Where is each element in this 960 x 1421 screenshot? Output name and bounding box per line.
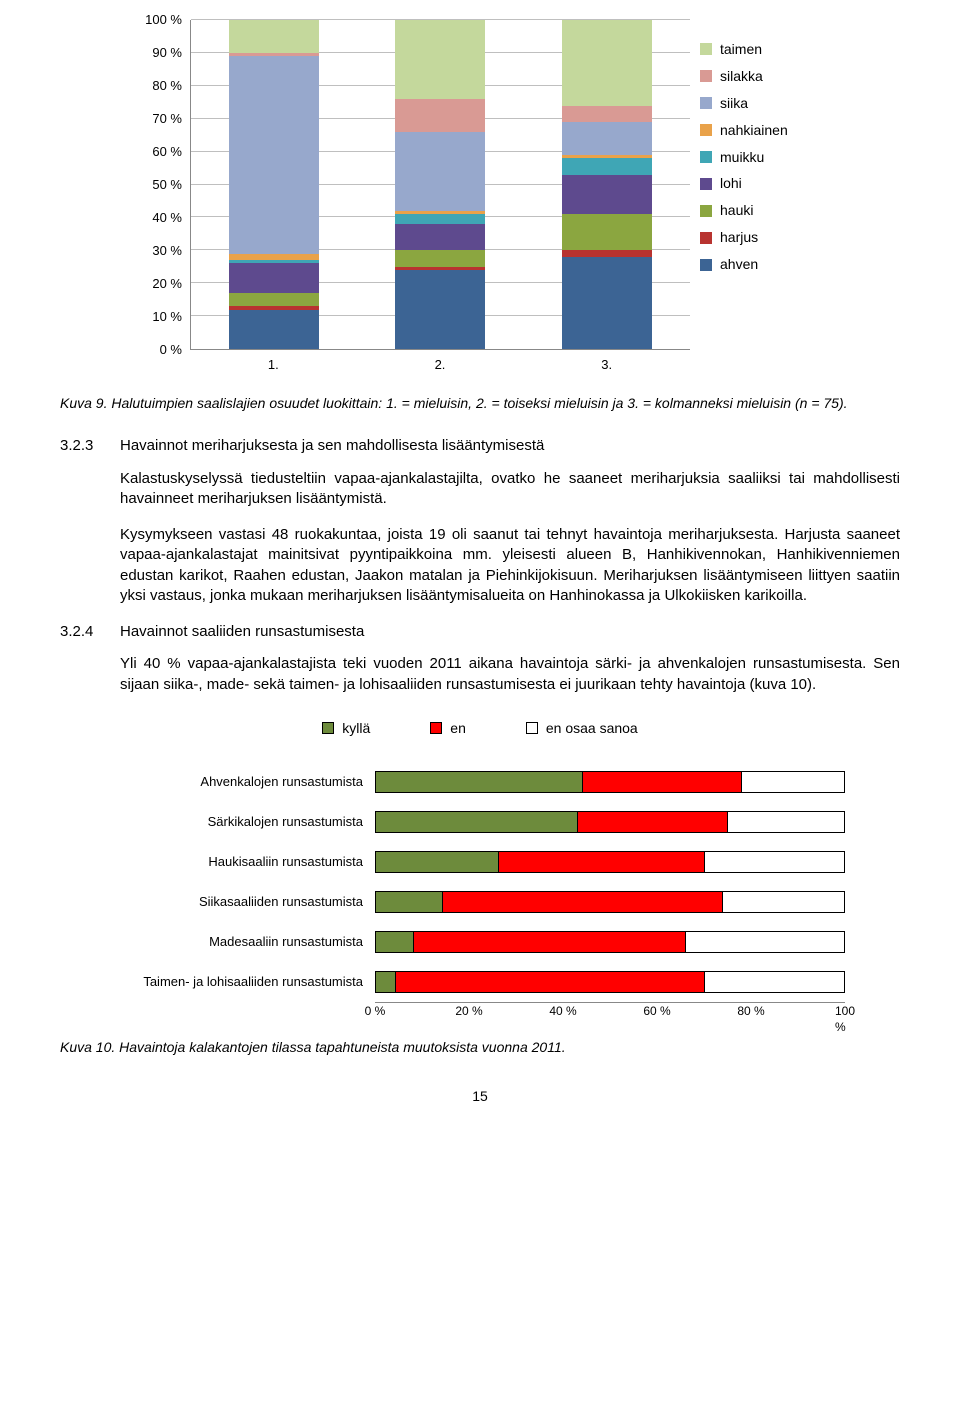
hbar-track — [375, 931, 845, 953]
hbar-seg-en — [395, 972, 704, 992]
bar-segment-muikku — [562, 158, 652, 174]
hbar-track — [375, 811, 845, 833]
hbar-seg-en — [582, 772, 741, 792]
section-3-2-3-para-1: Kalastuskyselyssä tiedusteltiin vapaa-aj… — [120, 469, 900, 510]
bar-segment-hauki — [395, 250, 485, 266]
legend-item-hauki: hauki — [700, 201, 830, 220]
hbar-row: Haukisaaliin runsastumista — [115, 842, 845, 882]
hbar-row: Taimen- ja lohisaaliiden runsastumista — [115, 962, 845, 1002]
figure-10-caption: Kuva 10. Havaintoja kalakantojen tilassa… — [60, 1038, 900, 1057]
bar-segment-taimen — [229, 20, 319, 53]
legend-item-siika: siika — [700, 94, 830, 113]
bar-segment-ahven — [562, 257, 652, 349]
hbar-seg-eos — [722, 892, 844, 912]
hbar-seg-kylla — [376, 972, 395, 992]
horizontal-bar-chart: kyllä en en osaa sanoa Ahvenkalojen runsas… — [115, 719, 845, 1026]
page-number: 15 — [60, 1087, 900, 1106]
hbar-row-label: Madesaaliin runsastumista — [115, 933, 375, 951]
hbar-legend-kylla: kyllä — [322, 719, 370, 738]
bar — [562, 20, 652, 349]
hbar-seg-eos — [704, 972, 844, 992]
hbar-row-label: Siikasaaliiden runsastumista — [115, 893, 375, 911]
hbar-x-axis: 0 %20 %40 %60 %80 %100 % — [375, 1002, 845, 1026]
hbar-seg-en — [413, 932, 684, 952]
chart-legend: taimen silakka siika nahkiainen muikku lohi ha… — [700, 40, 830, 282]
legend-item-harjus: harjus — [700, 228, 830, 247]
section-number: 3.2.4 — [60, 622, 120, 642]
hbar-row-label: Särkikalojen runsastumista — [115, 813, 375, 831]
section-title: Havainnot saaliiden runsastumisesta — [120, 622, 364, 642]
bar-segment-hauki — [562, 214, 652, 250]
bar-segment-nahkiainen — [229, 254, 319, 261]
bar-segment-harjus — [562, 250, 652, 257]
legend-item-taimen: taimen — [700, 40, 830, 59]
x-axis-labels: 1.2.3. — [190, 350, 690, 374]
legend-item-silakka: silakka — [700, 67, 830, 86]
hbar-track — [375, 891, 845, 913]
legend-item-lohi: lohi — [700, 174, 830, 193]
hbar-seg-kylla — [376, 852, 498, 872]
hbar-row-label: Haukisaaliin runsastumista — [115, 853, 375, 871]
hbar-track — [375, 851, 845, 873]
section-title: Havainnot meriharjuksesta ja sen mahdoll… — [120, 436, 544, 456]
bar-segment-lohi — [229, 263, 319, 293]
bar-segment-ahven — [395, 270, 485, 349]
hbar-track — [375, 771, 845, 793]
hbar-row-label: Ahvenkalojen runsastumista — [115, 773, 375, 791]
bar-segment-lohi — [562, 175, 652, 214]
bar-segment-taimen — [562, 20, 652, 106]
hbar-seg-en — [442, 892, 723, 912]
hbar-seg-kylla — [376, 892, 442, 912]
hbar-seg-kylla — [376, 772, 582, 792]
hbar-row-label: Taimen- ja lohisaaliiden runsastumista — [115, 973, 375, 991]
bar — [229, 20, 319, 349]
bar-segment-taimen — [395, 20, 485, 99]
figure-9-caption: Kuva 9. Halutuimpien saalislajien osuude… — [60, 394, 900, 413]
bar-segment-lohi — [395, 224, 485, 250]
section-number: 3.2.3 — [60, 436, 120, 456]
hbar-track — [375, 971, 845, 993]
hbar-seg-en — [498, 852, 704, 872]
hbar-seg-en — [577, 812, 727, 832]
bar-segment-ahven — [229, 310, 319, 349]
section-3-2-3-para-2: Kysymykseen vastasi 48 ruokakuntaa, jois… — [120, 525, 900, 606]
hbar-legend-eos: en osaa sanoa — [526, 719, 638, 738]
hbar-row: Ahvenkalojen runsastumista — [115, 762, 845, 802]
hbar-legend: kyllä en en osaa sanoa — [115, 719, 845, 746]
hbar-seg-eos — [727, 812, 844, 832]
bar — [395, 20, 485, 349]
bar-segment-silakka — [562, 106, 652, 122]
hbar-seg-eos — [741, 772, 844, 792]
stacked-bar-chart: 0 %10 %20 %30 %40 %50 %60 %70 %80 %90 %1… — [130, 20, 830, 374]
section-3-2-3-heading: 3.2.3 Havainnot meriharjuksesta ja sen m… — [60, 436, 900, 456]
hbar-legend-en: en — [430, 719, 466, 738]
hbar-seg-eos — [685, 932, 844, 952]
hbar-row: Siikasaaliiden runsastumista — [115, 882, 845, 922]
hbar-row: Särkikalojen runsastumista — [115, 802, 845, 842]
bar-segment-siika — [395, 132, 485, 211]
legend-item-muikku: muikku — [700, 148, 830, 167]
bar-segment-siika — [562, 122, 652, 155]
hbar-seg-kylla — [376, 812, 577, 832]
section-3-2-4-heading: 3.2.4 Havainnot saaliiden runsastumisest… — [60, 622, 900, 642]
hbar-seg-kylla — [376, 932, 413, 952]
hbar-row: Madesaaliin runsastumista — [115, 922, 845, 962]
hbar-seg-eos — [704, 852, 844, 872]
hbar-rows: Ahvenkalojen runsastumista Särkikalojen r… — [115, 762, 845, 1002]
bar-segment-silakka — [395, 99, 485, 132]
section-3-2-4-para-1: Yli 40 % vapaa-ajankalastajista teki vuo… — [120, 654, 900, 695]
bar-segment-siika — [229, 56, 319, 253]
legend-item-ahven: ahven — [700, 255, 830, 274]
bar-segment-hauki — [229, 293, 319, 306]
bar-segment-muikku — [395, 214, 485, 224]
bars — [191, 20, 690, 349]
y-axis: 0 %10 %20 %30 %40 %50 %60 %70 %80 %90 %1… — [130, 20, 190, 350]
legend-item-nahkiainen: nahkiainen — [700, 121, 830, 140]
